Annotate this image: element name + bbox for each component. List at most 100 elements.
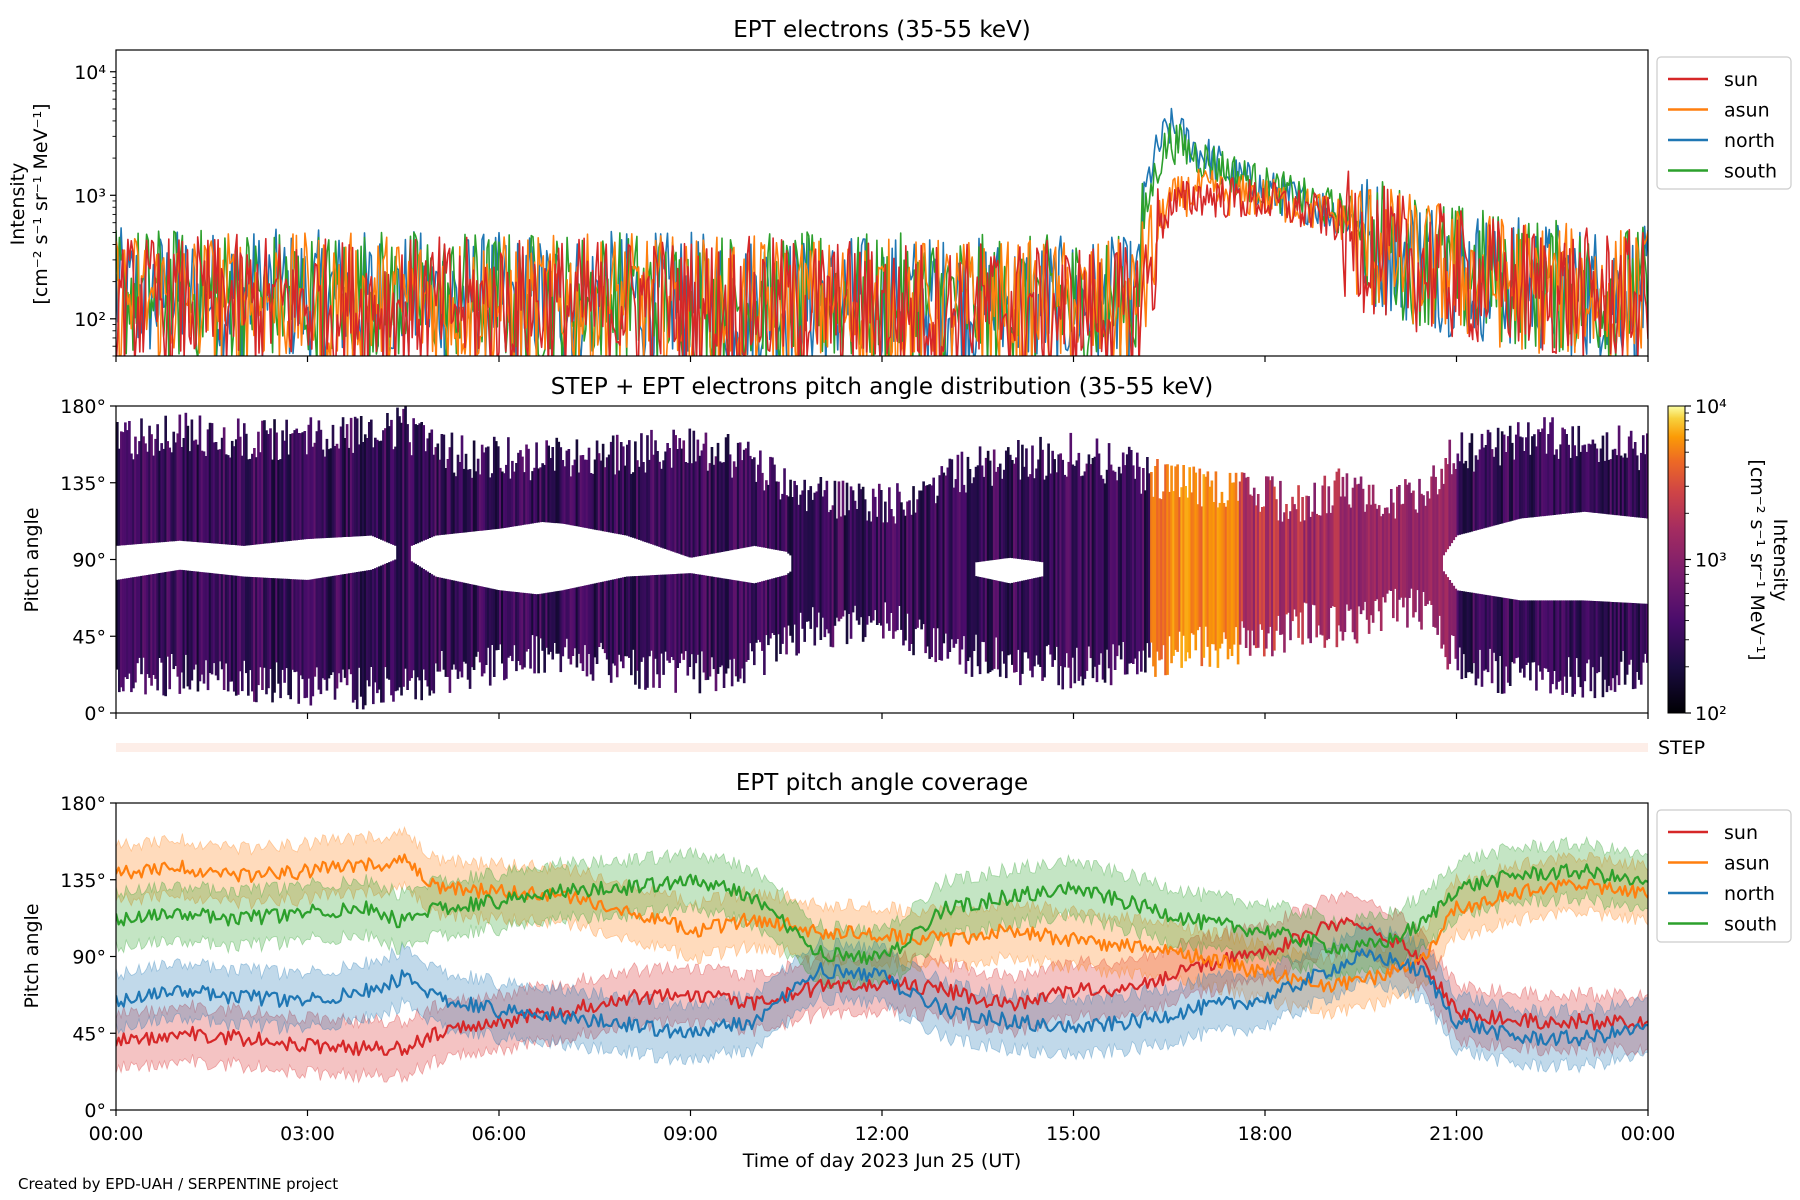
heatmap-cell: [1297, 485, 1300, 638]
heatmap-cell: [1232, 482, 1236, 645]
heatmap-cell: [1049, 473, 1052, 655]
heatmap-cell: [293, 579, 297, 673]
heatmap-cell: [1633, 442, 1637, 518]
heatmap-cell: [1198, 468, 1202, 627]
heatmap-cell: [1643, 603, 1647, 654]
heatmap-cell: [744, 448, 748, 548]
heatmap-cell: [730, 477, 734, 551]
heatmap-cell: [611, 435, 615, 534]
heatmap-cell: [1454, 469, 1458, 538]
heatmap-cell: [434, 447, 438, 536]
coverage-line-north: [116, 948, 1648, 1047]
heatmap-cell: [1563, 600, 1566, 677]
heatmap-cell: [1341, 476, 1345, 641]
heatmap-cell: [335, 443, 339, 538]
heatmap-cell: [523, 592, 526, 668]
heatmap-cell: [180, 569, 184, 673]
heatmap-cell: [1248, 494, 1252, 656]
heatmap-cell: [779, 499, 782, 551]
heatmap-cell: [982, 577, 986, 643]
heatmap-cell: [289, 579, 292, 700]
heatmap-cell: [253, 577, 256, 702]
heatmap-cell: [851, 490, 855, 613]
heatmap-cell: [1224, 506, 1228, 639]
heatmap-cell: [150, 434, 153, 544]
heatmap-cell: [722, 578, 726, 688]
heatmap-cell: [452, 580, 456, 665]
heatmap-cell: [1539, 432, 1542, 517]
heatmap-cell: [1156, 459, 1159, 652]
heatmap-cell: [1609, 459, 1613, 515]
heatmap-cell: [162, 572, 165, 696]
heatmap-cell: [474, 585, 478, 657]
heatmap-cell: [198, 415, 202, 543]
heatmap-cell: [1178, 497, 1181, 632]
heatmap-cell: [1551, 417, 1554, 516]
panel3-legend-label-south: south: [1724, 914, 1777, 936]
heatmap-cell: [746, 441, 750, 548]
heatmap-cell: [591, 473, 595, 530]
heatmap-cell: [638, 466, 641, 540]
heatmap-cell: [299, 579, 303, 676]
heatmap-cell: [750, 583, 754, 652]
heatmap-cell: [1565, 434, 1568, 514]
heatmap-cell: [1631, 448, 1635, 517]
heatmap-cell: [569, 588, 573, 665]
heatmap-cell: [547, 445, 550, 523]
heatmap-cell: [245, 433, 248, 546]
heatmap-cell: [557, 590, 561, 654]
heatmap-cell: [1510, 442, 1514, 521]
heatmap-cell: [1456, 453, 1460, 536]
heatmap-cell: [783, 468, 786, 552]
heatmap-cell: [936, 495, 940, 629]
heatmap-cell: [654, 575, 657, 659]
heatmap-cell: [541, 463, 544, 522]
heatmap-cell: [325, 576, 329, 691]
panel3-ytick-label: 90°: [72, 947, 106, 969]
heatmap-cell: [625, 576, 629, 657]
heatmap-cell: [1353, 477, 1357, 640]
heatmap-cell: [1339, 496, 1343, 632]
heatmap-cell: [823, 490, 827, 638]
heatmap-cell: [134, 576, 137, 683]
heatmap-cell: [1535, 600, 1538, 691]
heatmap-cell: [1506, 598, 1510, 683]
heatmap-cell: [1023, 580, 1026, 653]
heatmap-cell: [710, 447, 714, 554]
heatmap-cell: [1625, 602, 1629, 675]
heatmap-cell: [1127, 446, 1131, 664]
heatmap-cell: [803, 479, 806, 642]
heatmap-cell: [1210, 480, 1214, 645]
heatmap-cell: [156, 573, 159, 691]
heatmap-cell: [843, 515, 847, 611]
heatmap-cell: [1482, 594, 1486, 671]
heatmap-cell: [1325, 513, 1329, 641]
heatmap-cell: [704, 575, 708, 681]
heatmap-cell: [597, 582, 601, 647]
heatmap-cell: [819, 477, 823, 640]
heatmap-cell: [176, 570, 180, 677]
heatmap-cell: [158, 573, 161, 658]
heatmap-cell: [462, 468, 466, 533]
heatmap-cell: [291, 579, 294, 670]
heatmap-cell: [142, 575, 145, 658]
panel3-xtick-label: 15:00: [1046, 1123, 1101, 1145]
heatmap-cell: [454, 476, 458, 534]
coverage-line-south: [116, 863, 1648, 965]
heatmap-cell: [410, 561, 413, 679]
heatmap-cell: [1448, 580, 1452, 664]
heatmap-cell: [652, 454, 655, 545]
heatmap-cell: [746, 582, 750, 660]
heatmap-cell: [712, 464, 716, 554]
heatmap-cell: [1583, 444, 1587, 512]
heatmap-cell: [910, 514, 913, 644]
heatmap-cell: [1285, 504, 1288, 615]
heatmap-cell: [1494, 596, 1498, 662]
heatmap-cell: [1400, 504, 1403, 598]
heatmap-cell: [222, 574, 226, 690]
heatmap-cell: [126, 430, 129, 545]
heatmap-cell: [585, 585, 589, 677]
heatmap-cell: [206, 572, 210, 691]
heatmap-cell: [1559, 444, 1562, 515]
